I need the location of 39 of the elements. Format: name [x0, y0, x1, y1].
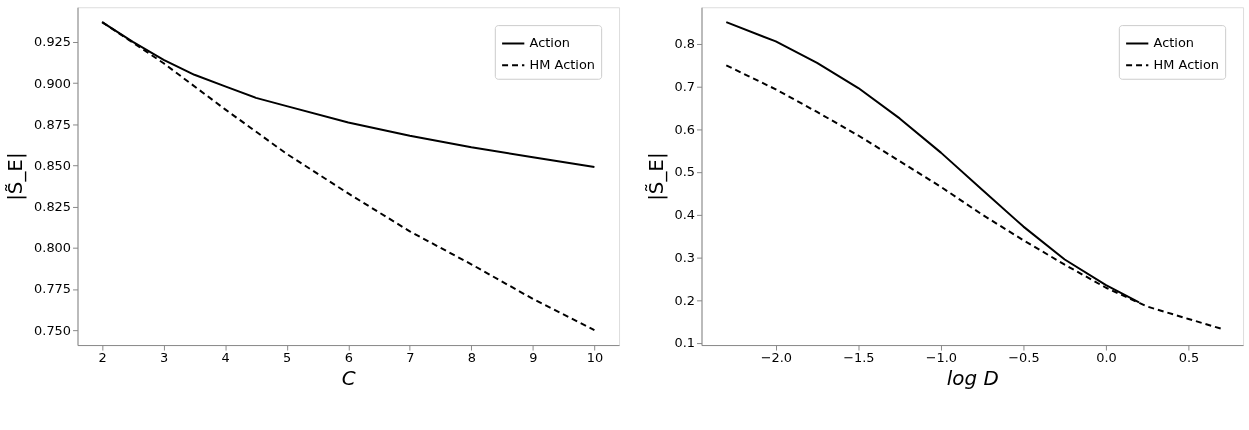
x-tick-label: 7: [406, 350, 415, 366]
y-tick-label: 0.1: [674, 335, 696, 351]
x-axis-title: log D: [946, 367, 999, 391]
y-tick-label: 0.8: [674, 36, 696, 52]
x-tick-label: 5: [283, 350, 292, 366]
legend-label: Action: [1153, 35, 1195, 51]
y-tick-label: 0.900: [34, 75, 72, 91]
x-tick-label: 10: [586, 350, 604, 366]
x-tick-label: 2: [98, 350, 107, 366]
y-tick-label: 0.2: [674, 292, 696, 308]
legend-label: Action: [529, 35, 571, 51]
y-tick-label: 0.6: [674, 121, 696, 137]
x-tick-label: 3: [160, 350, 169, 366]
y-tick-label: 0.7: [674, 78, 696, 94]
y-tick-label: 0.775: [34, 281, 72, 297]
x-tick-label: 0.0: [1096, 350, 1117, 366]
x-tick-label: −0.5: [1008, 350, 1040, 366]
legend-label: HM Action: [529, 57, 595, 73]
y-tick-label: 0.4: [674, 207, 696, 223]
x-tick-label: 6: [344, 350, 353, 366]
y-tick-label: 0.825: [34, 199, 72, 215]
y-tick-label: 0.800: [34, 240, 72, 256]
x-tick-label: −1.5: [843, 350, 875, 366]
y-tick-label: 0.875: [34, 116, 72, 132]
y-tick-label: 0.750: [34, 322, 72, 338]
y-tick-label: 0.3: [674, 249, 696, 265]
x-tick-label: −2.0: [760, 350, 792, 366]
y-axis-title: |S̃_E|: [4, 152, 28, 201]
y-tick-label: 0.5: [674, 164, 696, 180]
y-axis-title: |S̃_E|: [644, 152, 668, 201]
y-tick-label: 0.850: [34, 157, 72, 173]
legend-label: HM Action: [1153, 57, 1219, 73]
x-tick-label: 0.5: [1178, 350, 1200, 366]
x-tick-label: 9: [529, 350, 538, 366]
y-tick-label: 0.925: [34, 34, 72, 50]
x-tick-label: 4: [221, 350, 230, 366]
x-axis-title: C: [341, 367, 356, 391]
x-tick-label: −1.0: [925, 350, 958, 366]
x-tick-label: 8: [467, 350, 476, 366]
